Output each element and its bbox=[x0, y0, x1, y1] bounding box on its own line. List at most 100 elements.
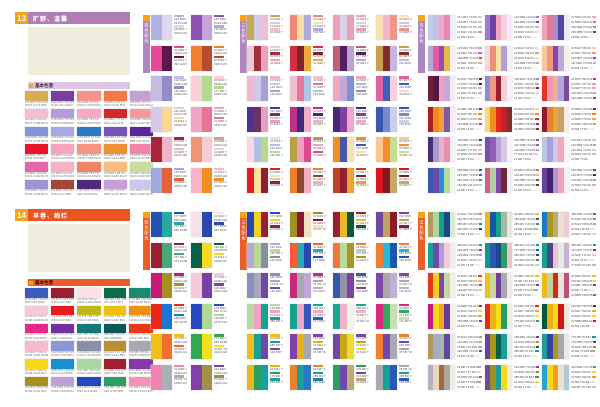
spec-color-tag bbox=[213, 334, 224, 337]
spec-line: C0 M38 Y24 K9 bbox=[457, 152, 482, 157]
spec-line: C0 M10 Y81 K34 bbox=[571, 344, 596, 349]
combo-color-block bbox=[254, 364, 261, 390]
spec-line: C0 M2 Y7 K6 bbox=[514, 385, 540, 390]
spec-cmyk-text: C0 M16 Y10 K3 bbox=[513, 30, 534, 35]
spec-line: C0 M23 Y90 K6 bbox=[514, 212, 539, 217]
spec-cmyk-text: C89 M0 Y27 K65 bbox=[355, 227, 370, 232]
two-color-card-grid: C23 M21 Y0 K11R176 G180 B228C8 M10 Y0 K6… bbox=[151, 15, 227, 193]
spec-cmyk-text: C5 M5 Y0 K31 bbox=[398, 367, 413, 372]
group-label-5color: 五色配色 bbox=[419, 23, 425, 44]
combo-color-block bbox=[506, 364, 513, 390]
combo-color-blocks bbox=[191, 45, 212, 71]
combo-color-blocks bbox=[485, 167, 513, 193]
spec-cmyk-text: C0 M2 Y0 K4 bbox=[456, 157, 474, 162]
spec-line: C0 M10 Y81 K34 bbox=[571, 217, 596, 222]
combo-card-specs: C5 M5 Y0 K31C85 M0 Y5 K37C78 M52 Y0 K28 bbox=[398, 364, 413, 390]
combo-color-block bbox=[547, 334, 553, 360]
combo-color-block bbox=[542, 137, 548, 163]
spec-cmyk-text: C91 M0 Y36 K65 bbox=[570, 304, 593, 309]
spec-color-chip bbox=[593, 77, 596, 80]
combo-card-specs: C40 M60 Y0 K53 C19 M27 Y0 K18 C0 M27 Y17 K… bbox=[456, 137, 482, 162]
combo-color-block bbox=[558, 76, 564, 102]
combo-color-blocks bbox=[542, 137, 570, 163]
spec-color-chip bbox=[536, 148, 539, 151]
spec-color-tag bbox=[269, 371, 280, 375]
swatch-color bbox=[77, 376, 101, 387]
swatch-color bbox=[129, 288, 153, 298]
combo-card-specs: C32 M55 Y0 K31 C22 M48 Y0 K28 C11 M26 Y0 K… bbox=[513, 137, 539, 162]
spec-cmyk-text: C9 M0 Y35 K14 bbox=[398, 152, 413, 157]
palette-swatch: C0 M24 Y14 K3 R247 G188 B212 bbox=[25, 108, 49, 127]
swatch-cmyk-label: C0 M91 Y83 K9 bbox=[25, 153, 47, 157]
combo-color-block bbox=[247, 303, 254, 329]
spec-cmyk-text: C19 M27 Y0 K18 bbox=[570, 178, 593, 183]
combo-card: C5 M5 Y0 K31C85 M0 Y5 K37C78 M52 Y0 K28 bbox=[376, 364, 413, 390]
spec-cmyk-text: C9 M0 Y31 K14 bbox=[513, 278, 534, 283]
spec-color-tag bbox=[355, 137, 366, 140]
combo-color-block bbox=[261, 364, 268, 390]
spec-cmyk-text: C0 M75 Y63 K50 bbox=[312, 54, 327, 59]
spec-cmyk-text: C0 M23 Y17 K6 bbox=[269, 78, 284, 83]
combo-color-block bbox=[563, 334, 570, 360]
combo-color-block bbox=[151, 273, 162, 299]
strip-square-icon bbox=[418, 212, 425, 218]
spec-color-tag bbox=[269, 334, 280, 337]
palette-swatch: C0 M45 Y58 K6 R240 G132 B100 bbox=[77, 162, 101, 180]
spec-cmyk-text: C85 M0 Y25 K37 bbox=[456, 222, 479, 227]
spec-color-tag bbox=[312, 113, 323, 116]
spec-color-chip bbox=[474, 263, 480, 266]
section-title-bar: 早春、绚烂 bbox=[28, 209, 130, 221]
spec-cmyk-text: C0 M37 Y50 K6 bbox=[570, 50, 591, 55]
palette-swatch: C0 M14 Y86 K34 R168 G144 B24 bbox=[25, 376, 49, 395]
spec-color-chip bbox=[590, 350, 596, 353]
combo-color-block bbox=[254, 303, 261, 329]
combo-card: C0 M13 Y10 K3 C0 M40 Y50 K6 C0 M10 Y32 K3 C… bbox=[485, 45, 539, 71]
combo-color-block bbox=[383, 212, 390, 237]
spec-cmyk-text: C0 M0 Y3 K9 bbox=[513, 232, 531, 236]
combo-card: C89 M0 Y11 K40 C77 M50 Y0 K31 C82 M47 Y0 K… bbox=[485, 242, 539, 268]
spec-cmyk-text: C0 M20 Y48 K22 bbox=[570, 121, 593, 126]
combo-color-block bbox=[438, 167, 445, 193]
spec-line: C85 M0 Y25 K37 bbox=[456, 222, 482, 227]
spec-cmyk-text: C11 M26 Y0 K15 bbox=[513, 147, 536, 152]
combo-color-block bbox=[297, 212, 304, 237]
combo-color-blocks bbox=[376, 45, 397, 71]
spec-cmyk-text: C44 M67 Y0 K44 bbox=[269, 108, 284, 113]
spec-cmyk-text: C68 M50 Y0 K31 bbox=[398, 108, 413, 113]
spec-color-tag bbox=[213, 55, 224, 59]
five-color-card-grid: C17 M12 Y0 K9 C14 M17 Y0 K9 C0 M30 Y17 K6 C… bbox=[428, 15, 596, 193]
combo-color-block bbox=[297, 303, 304, 329]
combo-color-block bbox=[333, 364, 340, 390]
group-label-3color: 三色配色 bbox=[241, 220, 247, 241]
combo-color-block bbox=[490, 334, 496, 360]
combo-color-block bbox=[151, 15, 162, 40]
strip-square-icon bbox=[418, 15, 425, 21]
spec-color-tag bbox=[398, 341, 409, 344]
spec-cmyk-text: C0 M54 Y35 K18 bbox=[513, 168, 536, 173]
swatch-cmyk-label: C35 M68 Y0 K51 bbox=[77, 189, 101, 193]
combo-color-block bbox=[297, 334, 304, 360]
swatch-rgb-label: R232 G20 B40 bbox=[25, 157, 45, 161]
combo-color-block bbox=[501, 334, 507, 360]
spec-line: C0 M83 Y72 K44 bbox=[571, 107, 596, 112]
spec-line: C0 M20 Y90 K6 bbox=[514, 273, 539, 278]
spec-color-tag bbox=[213, 283, 224, 286]
spec-line: C16 M0 Y31 K14 bbox=[457, 183, 482, 188]
spec-color-tag bbox=[312, 120, 323, 123]
swatch-cmyk-label: C39 M31 Y0 K15 bbox=[25, 136, 48, 140]
spec-line: C0 M13 Y52 K3 bbox=[514, 107, 539, 112]
spec-cmyk-text: C19 M26 Y0 K15 bbox=[513, 60, 536, 65]
swatch-color bbox=[51, 179, 75, 190]
spec-color-chip bbox=[593, 294, 596, 297]
spec-cmyk-text: C0 M79 Y68 K40 bbox=[269, 227, 284, 232]
spec-color-tag bbox=[312, 212, 323, 215]
combo-color-blocks bbox=[542, 76, 570, 102]
combo-color-block bbox=[501, 167, 507, 193]
spec-color-tag bbox=[173, 314, 184, 317]
spec-color-chip bbox=[534, 263, 539, 266]
palette-swatch: C0 M76 Y90 K9 R232 G56 B24 bbox=[129, 323, 153, 342]
